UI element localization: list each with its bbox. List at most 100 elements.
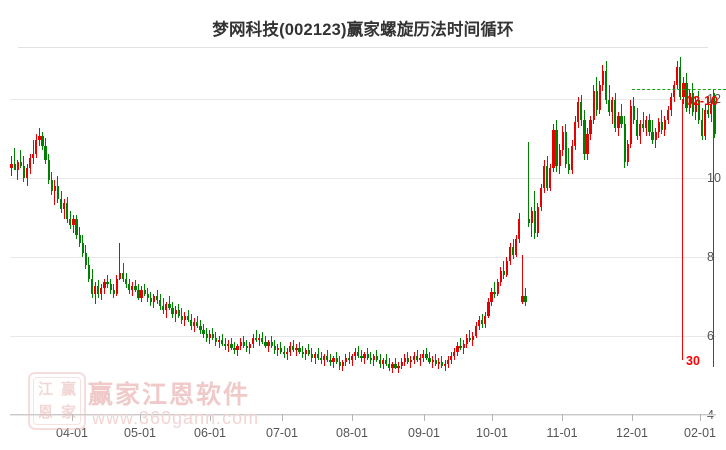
candle-wick — [134, 280, 136, 293]
candle-body — [174, 310, 177, 315]
cycle-date-label: 02-10 — [686, 94, 718, 108]
candle-body — [642, 124, 645, 129]
candle-body — [84, 252, 87, 265]
candle-body — [323, 355, 326, 360]
candle-body — [224, 343, 227, 346]
candle-body — [493, 292, 496, 295]
candle-wick — [317, 347, 319, 360]
candle-body — [202, 329, 205, 334]
candle-wick — [376, 349, 378, 362]
candle-body — [16, 161, 19, 170]
candle-wick — [122, 262, 124, 283]
candle-wick — [425, 347, 427, 360]
candle-body — [242, 341, 245, 346]
candle-wick — [302, 345, 304, 358]
cycle-marker-line-cycle-date[interactable] — [713, 90, 715, 367]
candle-body — [459, 345, 462, 348]
candle-wick — [258, 333, 260, 346]
candle-body — [704, 110, 707, 137]
x-axis-label: 04-01 — [56, 426, 88, 440]
candle-body — [298, 347, 301, 352]
title-divider — [18, 47, 708, 48]
candle-body — [38, 136, 41, 141]
candle-wick — [63, 199, 65, 220]
candle-body — [651, 132, 654, 141]
candle-body — [666, 110, 670, 121]
candle-body — [604, 70, 608, 101]
candle-body — [313, 353, 317, 358]
x-axis-label: 09-01 — [408, 426, 440, 440]
candle-body — [19, 161, 22, 166]
candle-body — [462, 343, 465, 348]
candle-body — [75, 219, 78, 235]
candle-body — [273, 345, 276, 350]
x-axis-tick — [72, 414, 73, 421]
x-axis-label: 02-01 — [684, 426, 716, 440]
page-title: 梦网科技(002123)赢家螺旋历法时间循环 — [212, 21, 514, 39]
candle-body — [555, 130, 558, 166]
candle-body — [338, 361, 341, 366]
candle-body — [214, 337, 218, 342]
candle-body — [320, 357, 323, 360]
candle-body — [347, 357, 351, 360]
candle-body — [137, 290, 140, 299]
candle-body — [351, 355, 354, 360]
candle-body — [128, 284, 131, 291]
candle-body — [397, 365, 400, 368]
candle-body — [570, 145, 574, 170]
candle-body — [276, 347, 279, 350]
candle-body — [453, 351, 456, 356]
candle-wick — [255, 329, 257, 342]
x-axis-label: 08-01 — [336, 426, 368, 440]
candle-body — [552, 130, 555, 168]
candle-wick — [528, 142, 530, 228]
candle-body — [289, 345, 292, 352]
candle-body — [227, 343, 230, 346]
candle-wick — [435, 353, 437, 366]
gridline — [10, 98, 716, 100]
x-axis-label: 12-01 — [616, 426, 648, 440]
candle-body — [406, 357, 409, 362]
candle-body — [558, 149, 561, 166]
candle-body — [193, 322, 196, 326]
candle-body — [617, 116, 620, 129]
candle-wick — [329, 353, 331, 366]
candle-wick — [326, 349, 328, 362]
x-axis-tick — [424, 414, 425, 421]
candle-wick — [342, 359, 344, 372]
target-price-line[interactable] — [632, 88, 726, 90]
candle-body — [518, 219, 521, 239]
candle-body — [165, 304, 168, 311]
candle-wick — [187, 310, 189, 323]
candle-body — [186, 316, 190, 321]
candle-body — [425, 353, 428, 358]
candle-wick — [144, 284, 146, 297]
candle-body — [437, 361, 440, 364]
candle-body — [341, 361, 344, 366]
candle-body — [635, 120, 639, 137]
candle-body — [512, 246, 515, 255]
candle-body — [611, 100, 614, 113]
candle-body — [676, 66, 679, 85]
candle-body — [143, 290, 146, 295]
cycle-marker-line-cycle-count[interactable] — [682, 99, 684, 360]
candle-body — [484, 316, 487, 324]
candle-body — [106, 282, 109, 285]
candle-body — [90, 278, 94, 295]
candle-body — [326, 355, 329, 360]
candle-body — [583, 120, 586, 154]
candle-body — [270, 341, 273, 346]
candle-body — [69, 219, 72, 226]
candle-body — [632, 106, 636, 121]
candle-wick — [175, 306, 177, 323]
candle-body — [183, 316, 187, 321]
candle-body — [508, 246, 512, 261]
candle-body — [496, 282, 499, 295]
candle-body — [230, 343, 233, 348]
candle-body — [372, 355, 375, 360]
candle-body — [654, 132, 657, 141]
candle-body — [140, 290, 143, 299]
candle-body — [645, 120, 648, 129]
candle-body — [478, 320, 481, 326]
